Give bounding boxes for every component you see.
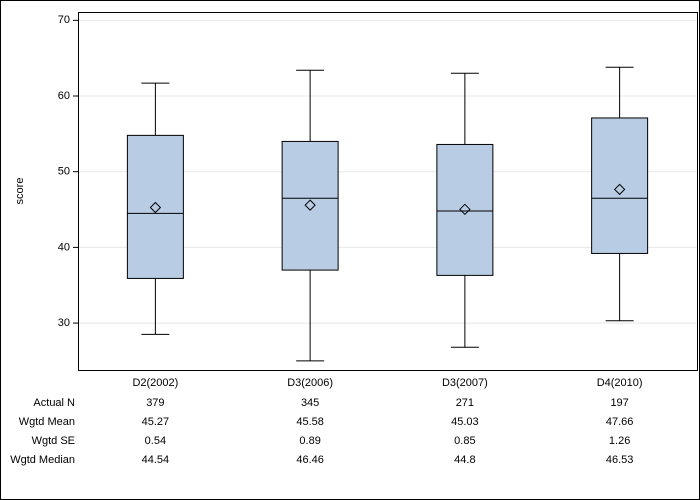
table-cell: 45.03 (451, 416, 479, 428)
x-tick-label: D2(2002) (132, 377, 178, 389)
table-cell: 0.54 (145, 435, 166, 447)
y-tick-label: 60 (58, 90, 70, 102)
table-cell: 0.89 (299, 435, 320, 447)
y-tick-label: 70 (58, 14, 70, 26)
box (281, 140, 339, 271)
box (126, 134, 184, 279)
table-cell: 46.46 (296, 454, 324, 466)
table-cell: 44.54 (142, 454, 170, 466)
x-tick-label: D4(2010) (597, 377, 643, 389)
mean-marker (149, 201, 162, 214)
mean-marker (304, 199, 316, 211)
table-cell: 44.8 (454, 454, 475, 466)
table-cell: 1.26 (609, 435, 630, 447)
table-cell: 46.53 (606, 454, 634, 466)
mean-marker (613, 183, 626, 196)
table-row-label: Wgtd Median (10, 454, 75, 466)
table-cell: 271 (456, 397, 474, 409)
box (436, 143, 494, 276)
table-row-label: Wgtd SE (32, 435, 75, 447)
table-cell: 379 (146, 397, 164, 409)
table-row-label: Wgtd Mean (19, 416, 75, 428)
plot-frame (78, 12, 698, 371)
x-tick-label: D3(2007) (442, 377, 488, 389)
y-tick-label: 30 (58, 317, 70, 329)
y-tick-label: 50 (58, 166, 70, 178)
table-cell: 45.27 (142, 416, 170, 428)
y-axis-label: score (14, 178, 26, 205)
table-cell: 197 (610, 397, 628, 409)
table-cell: 47.66 (606, 416, 634, 428)
table-row-label: Actual N (33, 397, 75, 409)
y-tick-label: 40 (58, 241, 70, 253)
table-cell: 0.85 (454, 435, 475, 447)
x-tick-label: D3(2006) (287, 377, 333, 389)
table-cell: 45.58 (296, 416, 324, 428)
box (591, 117, 649, 254)
mean-marker (459, 203, 471, 216)
table-cell: 345 (301, 397, 319, 409)
